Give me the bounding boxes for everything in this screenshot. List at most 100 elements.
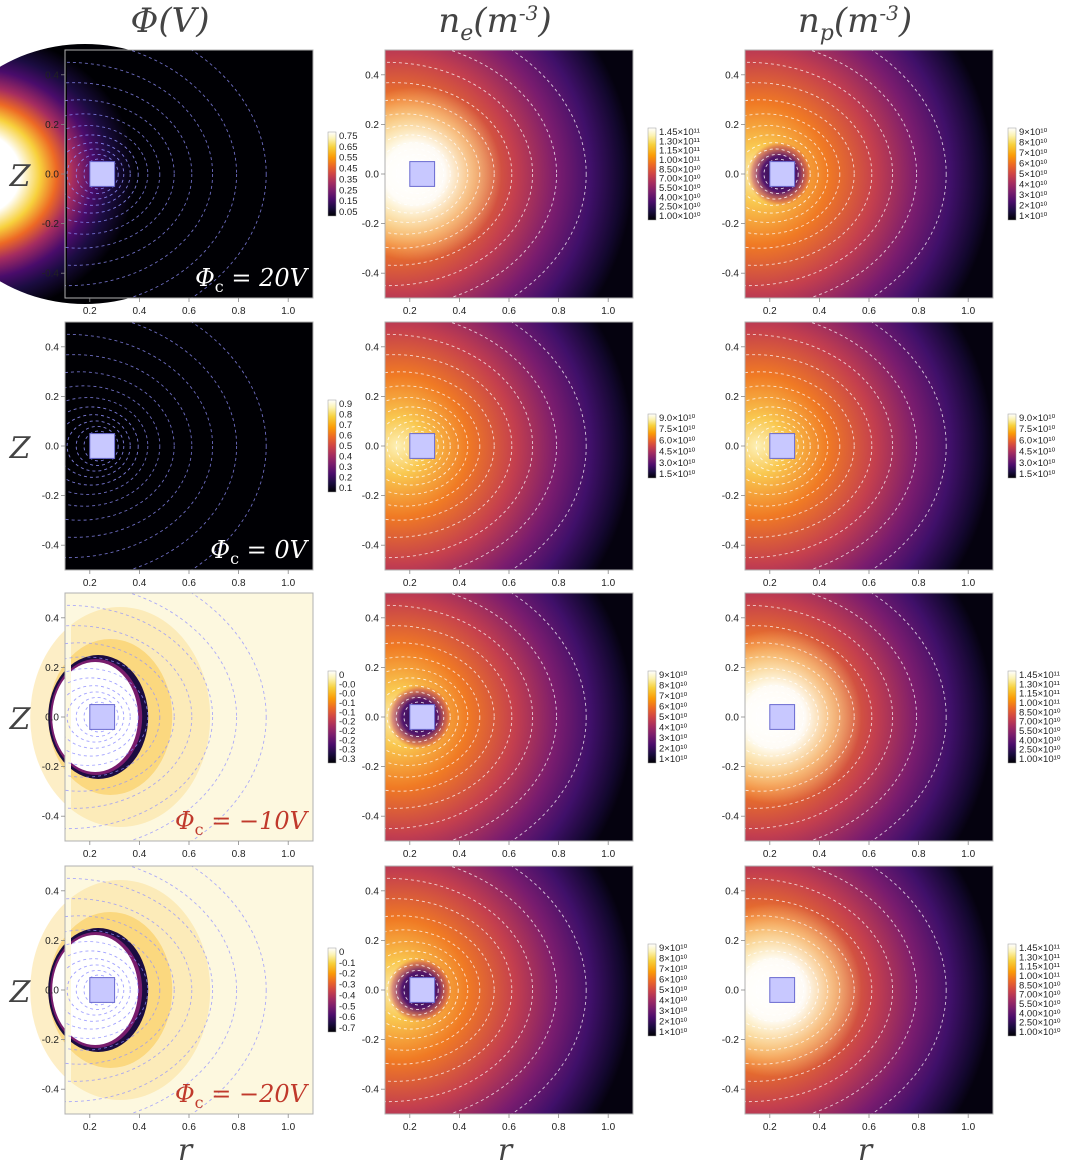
panels-layer: 0.2 0.4 0.6 0.8 1.0 0.4 0.2 0.0 -0.2 -0.4 0.75 0.6 5… [0,44,1061,1133]
colorbar-tick-label: 5.50×10¹⁰ [659,183,701,194]
contour-line [385,125,469,223]
contour-line [65,125,149,223]
contour-line [65,677,139,757]
x-tick-label: 0.2 [403,1122,417,1133]
y-tick-label: -0.4 [362,812,380,823]
colorbar-tick-label: 2.50×10¹⁰ [1019,1018,1061,1029]
y-tick-label: 0.2 [45,120,59,131]
contour-line [66,148,125,200]
y-tick-label: 0.0 [365,442,379,453]
colorbar-tick-label: 7.5×10¹⁰ [659,424,695,435]
x-tick-label: 0.6 [502,306,516,317]
x-tick-label: 1.0 [961,306,975,317]
contour-line [745,397,829,495]
y-tick-label: -0.4 [362,1085,380,1096]
contour-line [510,322,587,570]
contour-line [385,142,451,206]
x-tick-label: 1.0 [281,849,295,860]
field-contours [385,593,587,841]
colorbar-tick-label: 3.0×10¹⁰ [659,458,695,469]
contour-line [65,656,161,778]
x-tick-label: 0.4 [452,306,466,317]
contour-line [65,397,149,495]
y-tick-label: -0.2 [722,219,740,230]
probe-square [409,704,436,730]
probe-square [769,161,796,187]
colorbar-tick-label: -0.2 [339,969,355,980]
colorbar-tick-label: 1.15×10¹¹ [1019,962,1060,973]
contour-line [190,593,267,841]
colorbar-tick-label: 0.45 [339,164,358,175]
y-tick-label: -0.2 [42,491,60,502]
y-tick-label: 0.2 [45,936,59,947]
colorbar-tick-label: -0.2 [339,726,355,737]
y-tick-label: 0.2 [45,392,59,403]
contour-line [65,113,161,235]
contour-line [746,691,805,743]
contour-line [385,385,481,507]
contour-line [66,691,125,743]
contour-line [745,898,873,1082]
contour-line [190,50,267,298]
colorbar-tick-label: 5.50×10¹⁰ [1019,999,1061,1010]
colorbar-tick-label: 1.30×10¹¹ [1019,679,1060,690]
colorbar-tick-label: 7×10¹⁰ [659,964,688,975]
colorbar-tick-label: -0.0 [339,689,355,700]
x-tick-label: 0.2 [763,849,777,860]
colorbar [1007,413,1017,479]
contour-line [65,668,149,766]
colorbar-tick-label: 8×10¹⁰ [1019,138,1048,149]
colorbar-tick-label: -0.7 [339,1023,355,1034]
field-contours [745,593,947,841]
contour-line [745,61,894,287]
contour-line [448,322,557,570]
colorbar-tick-label: 0.15 [339,196,358,207]
contour-line [745,134,819,214]
colorbar-tick-label: 0.1 [339,483,352,494]
x-tick-label: 0.4 [812,849,826,860]
colorbar-tick-label: 0.75 [339,131,358,142]
contour-line [745,354,873,538]
x-tick-label: 1.0 [601,1122,615,1133]
panel-r1-c1: 0.2 0.4 0.6 0.8 1.0 0.4 0.2 0.0 -0.2 -0.4 0.750.65… [0,44,358,317]
contour-line [745,142,811,206]
x-tick-label: 0.6 [502,578,516,589]
colorbar-tick-label: 1.30×10¹¹ [1019,952,1060,963]
colorbar-tick-label: 4×10¹⁰ [659,723,688,734]
contour-line [385,668,469,766]
y-tick-label: 0.2 [725,663,739,674]
contour-line [386,148,445,200]
contour-line [395,696,439,738]
contour-line [385,642,495,792]
colorbar-tick-label: 2.50×10¹⁰ [1019,745,1061,756]
colorbar-tick-label: 1.00×10¹⁰ [1019,1027,1061,1038]
contour-line [75,969,119,1011]
contour-line [65,385,161,507]
y-tick-label: -0.4 [42,812,60,823]
contour-line [808,50,917,298]
x-tick-label: 0.8 [552,1122,566,1133]
colorbar-tick-label: 6×10¹⁰ [659,975,688,986]
x-tick-label: 0.4 [812,1122,826,1133]
contour-line [745,958,811,1022]
contour-line [745,929,841,1051]
contour-line [808,593,917,841]
y-tick-label: 0.0 [45,442,59,453]
contour-line [755,696,799,738]
colorbar-tick-label: 1.00×10¹¹ [659,155,700,166]
colorbar-tick-label: 4.5×10¹⁰ [659,447,695,458]
x-tick-label: 0.2 [83,849,97,860]
y-tick-label: 0.4 [725,886,739,897]
y-tick-label: 0.2 [365,120,379,131]
x-tick-label: 0.2 [83,578,97,589]
colorbar-tick-label: 8.50×10¹⁰ [1019,980,1061,991]
field-contours [385,322,587,570]
y-tick-label: 0.4 [725,70,739,81]
colorbar-tick-label: 0.05 [339,207,358,218]
column-title-3: np(m-3) [798,1,912,46]
colorbar-tick-label: -0.0 [339,679,355,690]
colorbar-tick-label: 0.3 [339,462,352,473]
contour-line [128,866,237,1114]
contour-line [395,425,439,467]
y-axis-label-z: Z [9,975,32,1010]
